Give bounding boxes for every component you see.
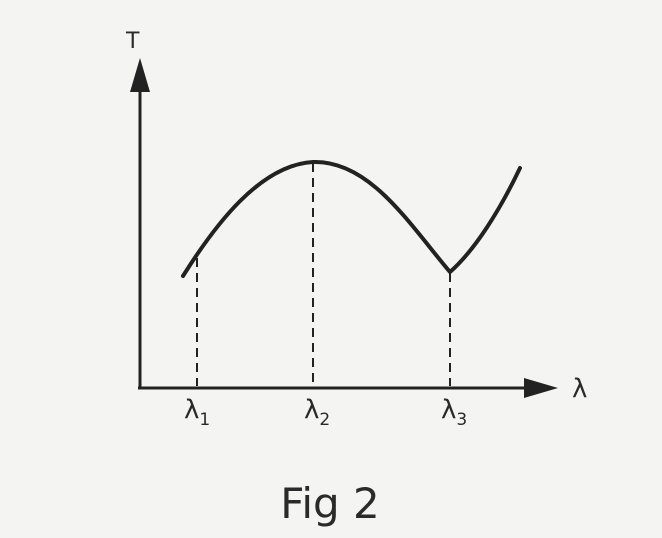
lambda2-symbol: λ (304, 395, 319, 425)
lambda3-subscript: 3 (456, 410, 467, 430)
lambda2-label: λ2 (304, 395, 330, 430)
x-axis-arrow (524, 378, 558, 398)
lambda1-label: λ1 (184, 395, 210, 430)
x-axis-label: λ (572, 374, 587, 404)
figure-caption: Fig 2 (280, 479, 380, 528)
lambda3-label: λ3 (441, 395, 467, 430)
lambda3-symbol: λ (441, 395, 456, 425)
lambda1-subscript: 1 (199, 410, 210, 430)
transmission-curve (181, 159, 522, 278)
y-axis-arrow (130, 58, 150, 92)
y-axis-label: T (125, 29, 140, 54)
lambda1-symbol: λ (184, 395, 199, 425)
lambda2-subscript: 2 (319, 410, 330, 430)
